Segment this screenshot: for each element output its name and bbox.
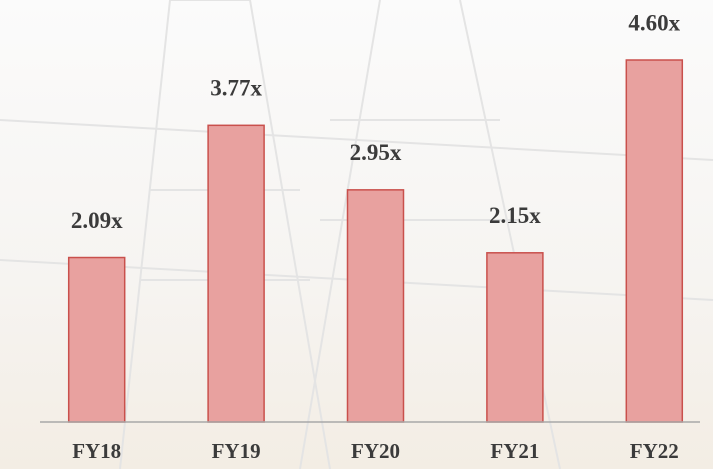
value-label: 2.95x [350,140,402,165]
x-tick-label: FY22 [630,439,679,463]
x-tick-label: FY20 [351,439,400,463]
bar [346,189,405,423]
bar [67,256,126,423]
value-label: 3.77x [210,76,262,101]
value-label: 2.15x [489,203,541,228]
value-label: 4.60x [628,10,680,35]
bar [625,59,684,423]
bar [486,252,544,423]
x-tick-label: FY21 [490,439,539,463]
x-tick-label: FY18 [72,439,121,463]
bar [207,124,265,423]
value-label: 2.09x [71,208,123,233]
plot-area: 2.09x FY18 3.77x FY19 2.95x FY20 2.15x FY21 4.60… [40,10,700,463]
x-tick-label: FY19 [212,439,261,463]
